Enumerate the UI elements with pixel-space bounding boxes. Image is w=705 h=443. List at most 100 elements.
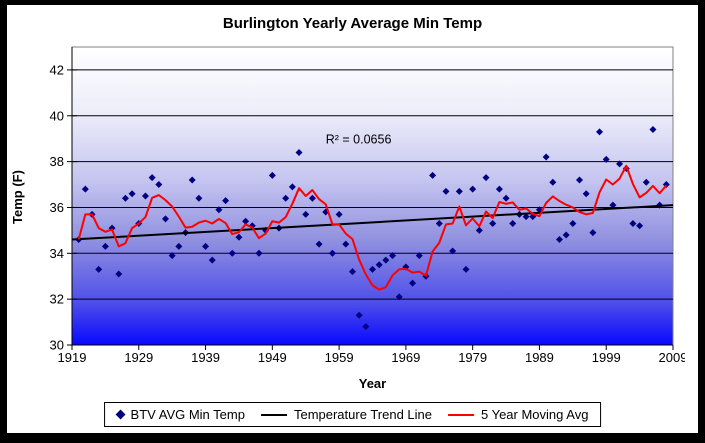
legend[interactable]: BTV AVG Min Temp Temperature Trend Line … — [103, 402, 602, 427]
scatter-point — [215, 206, 223, 214]
scatter-point — [582, 190, 590, 198]
scatter-point — [188, 176, 196, 184]
scatter-point — [355, 311, 363, 319]
legend-item-trend[interactable]: Temperature Trend Line — [260, 407, 432, 422]
scatter-point — [148, 174, 156, 182]
y-tick-label: 32 — [50, 292, 64, 307]
trend-line-marker-icon — [260, 413, 287, 416]
scatter-point — [268, 171, 276, 179]
scatter-point — [469, 185, 477, 193]
scatter-point — [455, 187, 463, 195]
scatter-point — [81, 185, 89, 193]
plot-area[interactable] — [71, 46, 674, 346]
scatter-point — [576, 176, 584, 184]
scatter-point — [195, 194, 203, 202]
scatter-point — [235, 233, 243, 241]
y-tick-label: 34 — [50, 246, 64, 261]
scatter-point — [522, 213, 530, 221]
scatter-point — [482, 174, 490, 182]
scatter-point — [308, 194, 316, 202]
r-squared-annotation: R² = 0.0656 — [326, 132, 392, 146]
scatter-point — [302, 210, 310, 218]
x-tick-label: 2009 — [659, 350, 685, 365]
scatter-point — [435, 220, 443, 228]
scatter-point — [415, 252, 423, 260]
scatter-point — [509, 220, 517, 228]
scatter-point — [429, 171, 437, 179]
scatter-point — [202, 242, 210, 250]
scatter-point — [222, 197, 230, 205]
axes: 30 32 34 36 38 40 42 1919 1929 1939 1949 1959 1969 19… — [50, 47, 685, 365]
scatter-point — [342, 240, 350, 248]
scatter-point — [228, 249, 236, 257]
y-tick-label: 36 — [50, 200, 64, 215]
scatter-point — [636, 222, 644, 230]
scatter-point — [589, 229, 597, 237]
scatter-point — [348, 268, 356, 276]
trend-line[interactable] — [71, 204, 674, 241]
scatter-point — [549, 178, 557, 186]
scatter-point — [649, 126, 657, 134]
scatter-point — [596, 128, 604, 136]
legend-label-trend: Temperature Trend Line — [293, 407, 432, 422]
y-tick-label: 42 — [50, 62, 64, 77]
moving-avg-marker-icon — [447, 413, 474, 416]
scatter-point — [141, 192, 149, 200]
scatter-point — [616, 160, 624, 168]
scatter-point — [362, 323, 370, 331]
scatter-point — [395, 293, 403, 301]
scatter-point — [255, 249, 263, 257]
diamond-marker-icon — [115, 409, 126, 420]
frame-border-bottom — [0, 433, 705, 443]
x-axis-title: Year — [358, 376, 387, 391]
frame-border-left — [0, 0, 7, 443]
scatter-point — [375, 261, 383, 269]
x-tick-label: 1919 — [58, 350, 87, 365]
scatter-point — [115, 270, 123, 278]
scatter-point — [295, 148, 303, 156]
scatter-point — [562, 231, 570, 239]
plot-svg[interactable]: 30 32 34 36 38 40 42 1919 1929 1939 1949 1959 1969 19… — [40, 40, 685, 370]
chart-title: Burlington Yearly Average Min Temp — [222, 15, 483, 32]
x-tick-label: 1939 — [191, 350, 220, 365]
scatter-point — [462, 265, 470, 273]
scatter-point — [489, 220, 497, 228]
legend-item-moving-avg[interactable]: 5 Year Moving Avg — [447, 407, 589, 422]
scatter-point — [288, 183, 296, 191]
y-tick-label: 30 — [50, 338, 64, 353]
x-tick-label: 1929 — [124, 350, 153, 365]
scatter-point — [382, 256, 390, 264]
legend-label-moving-avg: 5 Year Moving Avg — [480, 407, 589, 422]
scatter-point — [475, 226, 483, 234]
scatter-point — [409, 279, 417, 287]
scatter-point — [569, 220, 577, 228]
scatter-point — [502, 194, 510, 202]
scatter-series[interactable] — [75, 126, 670, 331]
legend-item-scatter[interactable]: BTV AVG Min Temp — [115, 407, 245, 422]
x-tick-label: 1979 — [458, 350, 487, 365]
frame-border-right — [698, 0, 705, 443]
scatter-point — [335, 210, 343, 218]
scatter-point — [168, 252, 176, 260]
moving-average-line[interactable] — [77, 164, 668, 291]
scatter-point — [495, 185, 503, 193]
scatter-point — [208, 256, 216, 264]
scatter-point — [369, 265, 376, 273]
scatter-point — [315, 240, 323, 248]
x-tick-label: 1999 — [592, 350, 621, 365]
scatter-point — [449, 247, 457, 255]
scatter-point — [121, 194, 129, 202]
scatter-point — [629, 220, 637, 228]
y-tick-label: 38 — [50, 154, 64, 169]
scatter-point — [609, 201, 617, 209]
x-tick-label: 1949 — [258, 350, 287, 365]
scatter-point — [642, 178, 650, 186]
y-tick-label: 40 — [50, 108, 64, 123]
scatter-point — [101, 242, 109, 250]
x-tick-label: 1969 — [391, 350, 420, 365]
scatter-point — [242, 217, 250, 225]
legend-label-scatter: BTV AVG Min Temp — [130, 407, 245, 422]
x-tick-label: 1989 — [525, 350, 554, 365]
x-tick-label: 1959 — [325, 350, 354, 365]
